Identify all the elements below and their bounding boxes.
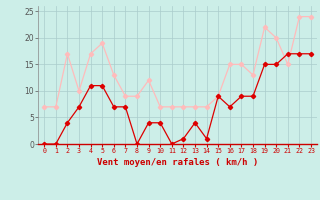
X-axis label: Vent moyen/en rafales ( km/h ): Vent moyen/en rafales ( km/h ) <box>97 158 258 167</box>
